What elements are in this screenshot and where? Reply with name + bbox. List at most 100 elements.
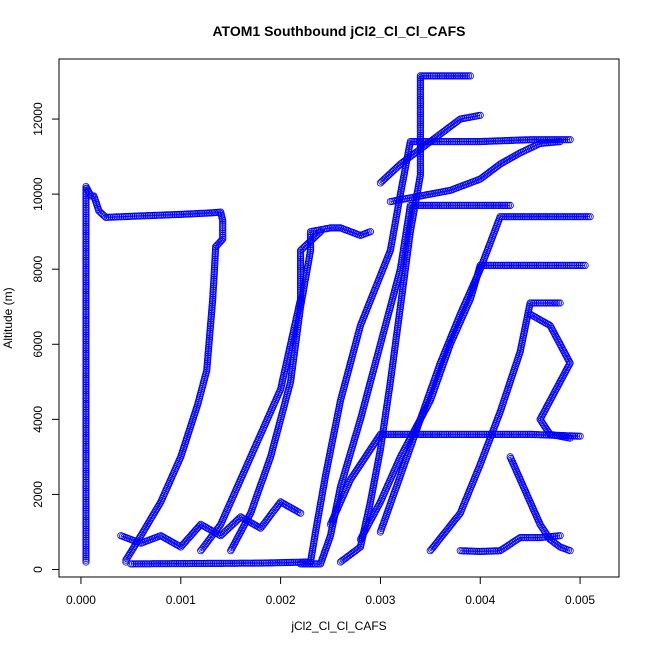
data-point — [248, 559, 256, 567]
data-point — [173, 559, 182, 568]
data-point — [449, 138, 457, 146]
data-point — [416, 104, 424, 112]
data-point — [298, 245, 306, 253]
data-point — [228, 559, 236, 567]
data-point — [535, 213, 544, 221]
data-point — [310, 234, 318, 242]
data-point — [82, 306, 90, 314]
data-point — [481, 430, 490, 438]
data-point — [82, 424, 90, 432]
data-point — [82, 272, 90, 280]
data-point — [195, 559, 203, 568]
data-point — [542, 261, 551, 269]
data-point — [531, 509, 539, 517]
data-point — [465, 201, 473, 209]
x-tick-label: 0.000 — [66, 593, 96, 607]
data-point — [254, 435, 262, 443]
data-point — [438, 72, 446, 80]
data-point — [524, 145, 533, 153]
data-point — [136, 560, 144, 568]
data-point — [82, 513, 90, 521]
data-point — [264, 414, 272, 422]
data-point — [568, 213, 576, 221]
data-point — [384, 171, 392, 179]
data-point — [115, 213, 123, 221]
y-tick-label: 12000 — [31, 102, 45, 136]
data-point — [232, 485, 240, 493]
data-point — [509, 213, 517, 221]
chart-title: ATOM1 Southbound jCl2_Cl_Cl_CAFS — [212, 23, 465, 39]
data-point — [82, 345, 90, 354]
data-point — [155, 211, 163, 219]
data-point — [525, 533, 533, 542]
plot-area — [82, 72, 594, 568]
data-point — [144, 212, 152, 220]
data-point — [387, 430, 395, 438]
data-point — [478, 430, 486, 438]
data-point — [531, 261, 540, 269]
data-point — [452, 72, 460, 80]
data-point — [418, 72, 426, 80]
data-point — [223, 507, 231, 515]
data-point — [82, 465, 90, 474]
data-point — [554, 299, 563, 307]
data-point — [462, 430, 470, 438]
data-point — [366, 228, 374, 236]
data-point — [122, 212, 130, 221]
data-point — [489, 261, 497, 269]
data-point — [505, 261, 513, 269]
data-point — [296, 263, 305, 271]
data-point — [408, 138, 416, 146]
data-point — [556, 532, 564, 540]
data-point — [472, 138, 481, 146]
data-point — [175, 542, 183, 550]
data-point — [476, 111, 484, 119]
data-point — [387, 169, 395, 177]
data-point — [524, 430, 533, 438]
data-point — [442, 201, 450, 209]
data-point — [219, 218, 227, 226]
data-point — [465, 138, 473, 146]
data-point — [208, 559, 216, 568]
data-point — [532, 213, 540, 221]
data-point — [462, 305, 470, 313]
data-point — [82, 403, 90, 411]
data-point — [82, 422, 90, 431]
data-point — [190, 559, 198, 568]
data-point — [483, 261, 491, 269]
data-point — [244, 559, 252, 567]
data-point — [496, 137, 504, 145]
data-point — [463, 547, 472, 555]
data-series — [356, 261, 589, 544]
data-point — [304, 560, 312, 568]
data-point — [555, 261, 563, 269]
data-point — [82, 287, 90, 295]
data-point — [296, 284, 305, 292]
data-point — [313, 560, 321, 568]
data-point — [575, 261, 584, 269]
data-point — [404, 430, 413, 438]
data-point — [419, 201, 427, 209]
data-point — [82, 473, 90, 481]
data-point — [424, 201, 432, 209]
data-point — [391, 464, 399, 473]
data-point — [231, 559, 239, 567]
data-point — [217, 520, 225, 529]
data-point — [526, 261, 534, 269]
data-point — [223, 525, 231, 534]
data-point — [82, 210, 90, 218]
data-point — [488, 201, 497, 209]
data-point — [429, 72, 437, 80]
data-series — [526, 310, 574, 442]
data-point — [299, 244, 307, 252]
y-axis: 0 2000 4000 6000 8000 10000 12000 — [31, 102, 60, 573]
data-point — [557, 261, 565, 269]
data-point — [481, 201, 490, 209]
data-point — [471, 138, 479, 146]
data-point — [173, 461, 181, 469]
data-point — [570, 261, 578, 269]
data-point — [296, 266, 305, 274]
data-point — [416, 153, 424, 161]
data-point — [82, 253, 90, 261]
